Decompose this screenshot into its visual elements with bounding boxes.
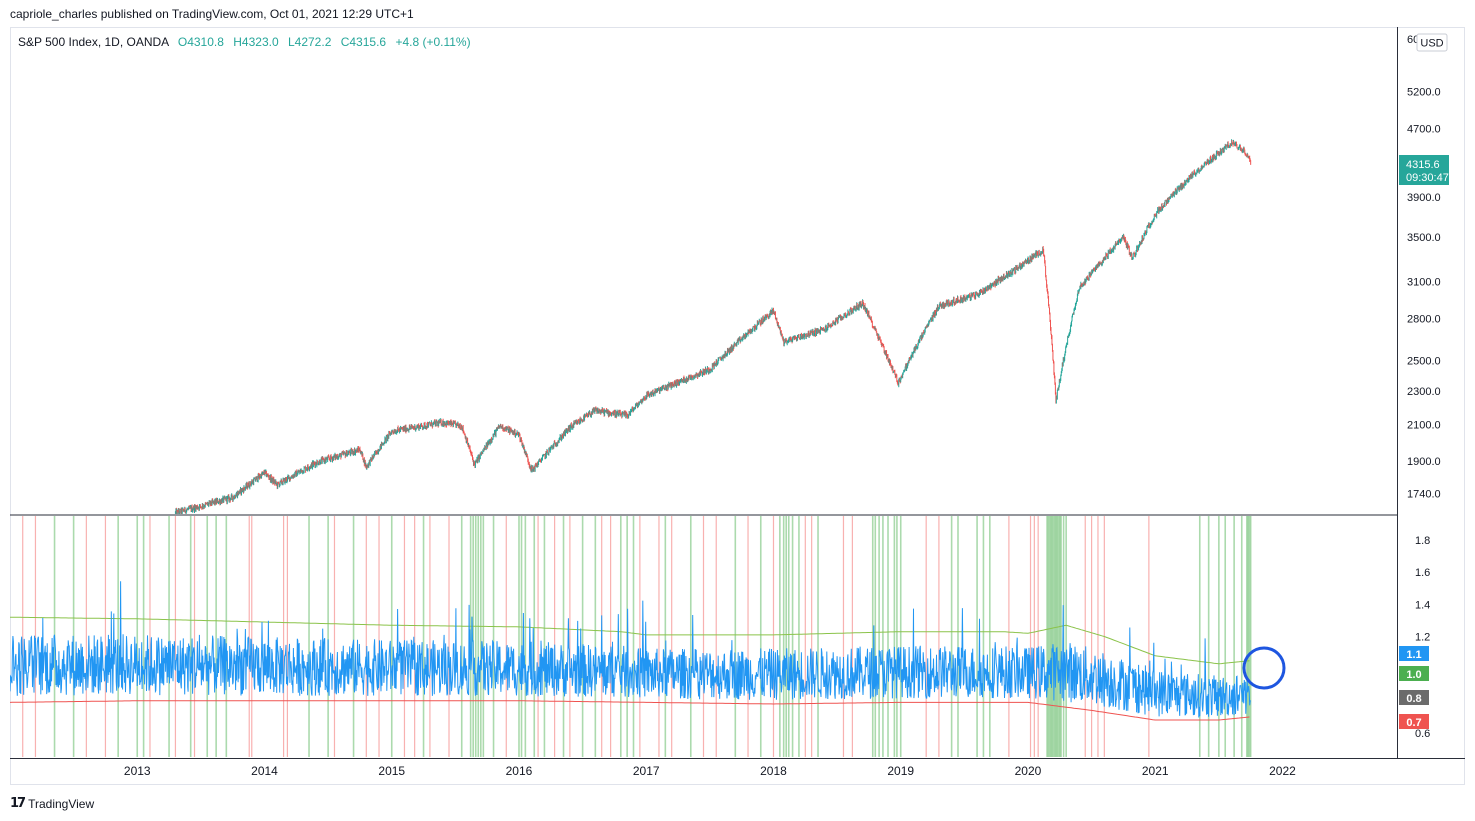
oscillator-line [10, 581, 1252, 718]
time-axis-tick: 2017 [633, 764, 660, 778]
oscillator-axis-tick: 1.6 [1415, 567, 1430, 579]
published-by-caption: capriole_charles published on TradingVie… [10, 7, 414, 21]
price-axis-tick: 1900.0 [1407, 456, 1441, 468]
oscillator-axis-tick: 0.6 [1415, 728, 1430, 740]
time-axis-tick: 2019 [887, 764, 914, 778]
legend-change: +4.8 (+0.11%) [395, 35, 470, 49]
legend-symbol: S&P 500 Index, 1D, OANDA [18, 35, 169, 49]
lower-band-value-badge [1399, 714, 1429, 729]
price-series [174, 139, 1252, 514]
price-axis-tick: 2500.0 [1407, 355, 1441, 367]
time-axis-tick: 2020 [1015, 764, 1042, 778]
time-axis-tick: 2021 [1142, 764, 1169, 778]
chart-canvas[interactable]: 6000.05200.04700.03900.03500.03100.02800… [10, 27, 1465, 785]
last-price-value: 4315.6 [1406, 159, 1440, 171]
oscillator-value-badges: 1.1 1.0 0.8 0.7 [1399, 646, 1429, 729]
oscillator-axis-tick: 1.8 [1415, 535, 1430, 547]
basis-value-text: 0.8 [1406, 693, 1421, 705]
legend-low: L4272.2 [288, 35, 332, 49]
price-axis-tick: 3100.0 [1407, 276, 1441, 288]
time-axis-tick: 2013 [124, 764, 151, 778]
legend-high: H4323.0 [233, 35, 279, 49]
tradingview-logo-icon: 17 [10, 796, 26, 811]
price-axis-tick: 3900.0 [1407, 192, 1441, 204]
tradingview-logo[interactable]: 17 TradingView [10, 796, 94, 811]
time-axis-tick: 2018 [760, 764, 787, 778]
price-axis-tick: 4700.0 [1407, 124, 1441, 136]
basis-value-badge [1399, 690, 1429, 705]
lower-band-value-text: 0.7 [1406, 717, 1421, 729]
oscillator-axis-tick: 1.4 [1415, 599, 1430, 611]
last-price-countdown: 09:30:47 [1406, 172, 1449, 184]
price-axis-tick: 5200.0 [1407, 87, 1441, 99]
price-axis-tick: 2800.0 [1407, 314, 1441, 326]
oscillator-value-text: 1.1 [1406, 649, 1421, 661]
time-axis-tick: 2015 [378, 764, 405, 778]
chart-legend: S&P 500 Index, 1D, OANDA O4310.8 H4323.0… [18, 35, 471, 49]
currency-badge-label: USD [1420, 38, 1443, 50]
signal-lines [22, 516, 1252, 757]
price-axis-tick: 1740.0 [1407, 488, 1441, 500]
chart-frame [10, 27, 1465, 785]
oscillator-value-badge [1399, 646, 1429, 661]
upper-band-value-badge [1399, 666, 1429, 681]
last-price-label: 4315.6 09:30:47 [1399, 155, 1449, 185]
currency-badge[interactable] [1416, 33, 1448, 52]
time-axis[interactable]: 2013 2014 2015 2016 2017 2018 2019 2020 2021 2022 [124, 764, 1296, 778]
price-axis-tick: 3500.0 [1407, 232, 1441, 244]
time-axis-tick: 2022 [1269, 764, 1296, 778]
legend-close: C4315.6 [341, 35, 387, 49]
oscillator-axis-tick: 1.2 [1415, 632, 1430, 644]
upper-band-line [10, 616, 1250, 665]
time-axis-tick: 2016 [506, 764, 533, 778]
last-price-box [1399, 155, 1449, 185]
price-axis-tick: 2100.0 [1407, 419, 1441, 431]
oscillator-series [10, 581, 1252, 721]
price-axis-tick: 2300.0 [1407, 386, 1441, 398]
tradingview-brand-text: TradingView [28, 796, 95, 811]
price-axis[interactable]: 6000.05200.04700.03900.03500.03100.02800… [1407, 34, 1441, 500]
lower-band-line [10, 700, 1250, 721]
legend-open: O4310.8 [178, 35, 224, 49]
time-axis-tick: 2014 [251, 764, 278, 778]
oscillator-axis[interactable]: 1.8 1.6 1.4 1.2 0.6 [1415, 535, 1430, 740]
highlight-circle-annotation[interactable] [1242, 646, 1286, 690]
upper-band-value-text: 1.0 [1406, 669, 1421, 681]
